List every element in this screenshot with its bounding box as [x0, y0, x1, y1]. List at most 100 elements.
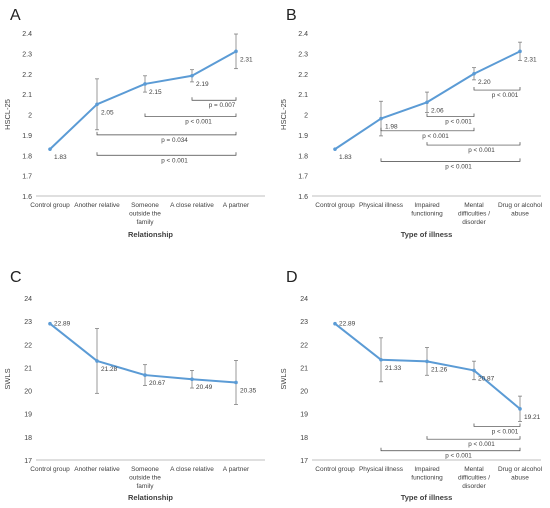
chart-panel-c: C 17 18 19 20 21 22 23 24 SWLS Relationship Control… — [3, 269, 265, 502]
y-tick-label: 1.7 — [22, 174, 32, 181]
y-tick-label: 2 — [28, 113, 32, 120]
y-tick-label: 23 — [24, 319, 32, 326]
data-label: 1.83 — [339, 154, 352, 161]
significance-bracket — [427, 436, 520, 439]
y-tick-label: 18 — [300, 435, 308, 442]
x-tick-label: A close relative — [170, 202, 214, 209]
x-axis-title: Type of illness — [401, 230, 453, 239]
p-value-label: p < 0.001 — [492, 92, 519, 99]
data-point — [190, 377, 194, 381]
data-label: 21.26 — [431, 366, 448, 373]
data-point — [95, 103, 99, 107]
x-tick-label: Drug or alcohol abuse — [498, 466, 543, 482]
significance-bracket — [381, 448, 520, 451]
y-tick-label: 2.3 — [298, 51, 308, 58]
p-value-label: p < 0.001 — [161, 157, 188, 164]
x-axis-title: Relationship — [128, 230, 173, 239]
y-tick-label: 1.8 — [22, 153, 32, 160]
data-label: 22.89 — [54, 321, 71, 328]
significance-bracket — [474, 87, 520, 90]
data-point — [379, 358, 383, 362]
y-tick-label: 1.6 — [298, 194, 308, 201]
data-point — [143, 373, 147, 377]
x-tick-label: Physical illness — [359, 466, 404, 473]
y-tick-label: 2.2 — [22, 72, 32, 79]
x-tick-label: Control group — [315, 466, 355, 473]
data-point — [472, 369, 476, 373]
data-point — [190, 74, 194, 78]
data-point — [425, 100, 429, 104]
y-tick-label: 2.1 — [22, 92, 32, 99]
series-line — [335, 324, 520, 409]
y-tick-label: 20 — [300, 389, 308, 396]
significance-bracket — [381, 158, 520, 161]
y-tick-label: 2.4 — [22, 31, 32, 38]
data-point — [143, 82, 147, 86]
panel-label: B — [286, 7, 297, 24]
p-value-label: p = 0.034 — [161, 137, 188, 144]
y-tick-label: 17 — [24, 458, 32, 465]
y-tick-label: 2.3 — [22, 51, 32, 58]
data-point — [333, 147, 337, 151]
panel-label: D — [286, 269, 298, 286]
data-point — [48, 147, 52, 151]
y-tick-label: 24 — [300, 296, 308, 303]
y-tick-label: 23 — [300, 319, 308, 326]
y-tick-label: 17 — [300, 458, 308, 465]
p-value-label: p < 0.001 — [445, 163, 472, 170]
data-point — [425, 360, 429, 364]
data-label: 20.87 — [478, 375, 495, 382]
data-label: 2.15 — [149, 89, 162, 96]
p-value-label: p < 0.001 — [492, 428, 519, 435]
x-tick-label: Impaired functioning — [411, 202, 443, 218]
p-value-label: p = 0.007 — [209, 102, 236, 109]
y-tick-label: 1.9 — [298, 133, 308, 140]
data-label: 2.06 — [431, 107, 444, 114]
x-tick-label: Control group — [30, 202, 70, 209]
x-tick-label: A partner — [223, 466, 250, 473]
y-axis-title: SWLS — [3, 368, 12, 389]
data-point — [234, 50, 238, 54]
data-label: 19.21 — [524, 414, 541, 421]
data-label: 20.49 — [196, 384, 213, 391]
y-tick-label: 1.6 — [22, 194, 32, 201]
p-value-label: p < 0.001 — [445, 119, 472, 126]
x-axis-title: Relationship — [128, 493, 173, 502]
x-tick-label: Impaired functioning — [411, 466, 443, 482]
significance-bracket — [427, 142, 520, 145]
chart-panel-a: A 1.6 1.7 1.8 1.9 2 2.1 2.2 2.3 2.4 HSCL-25 Relatio… — [3, 7, 265, 239]
chart-panel-b: B 1.6 1.7 1.8 1.9 2 2.1 2.2 2.3 2.4 HSCL-25 Type of… — [279, 7, 543, 239]
y-tick-label: 20 — [24, 389, 32, 396]
y-tick-label: 2.4 — [298, 31, 308, 38]
data-label: 2.20 — [478, 79, 491, 86]
data-label: 2.31 — [240, 56, 253, 63]
data-point — [379, 117, 383, 121]
y-tick-label: 19 — [300, 412, 308, 419]
y-tick-label: 21 — [300, 365, 308, 372]
significance-bracket — [192, 97, 236, 100]
y-tick-label: 1.7 — [298, 174, 308, 181]
x-tick-label: Mental difficulties / disorder — [458, 202, 490, 226]
data-point — [48, 322, 52, 326]
data-label: 2.05 — [101, 109, 114, 116]
p-value-label: p < 0.001 — [468, 147, 495, 154]
data-point — [234, 381, 238, 385]
data-label: 21.28 — [101, 366, 118, 373]
data-label: 1.83 — [54, 154, 67, 161]
panel-label: C — [10, 269, 22, 286]
x-tick-label: Drug or alcohol abuse — [498, 202, 543, 218]
data-label: 20.67 — [149, 380, 166, 387]
p-value-label: p < 0.001 — [422, 133, 449, 140]
data-label: 2.19 — [196, 81, 209, 88]
x-tick-label: Someone outside the family — [129, 466, 161, 490]
chart-panel-d: D1718192021222324SWLSType of illnessCont… — [279, 269, 543, 502]
significance-bracket — [145, 114, 236, 117]
data-point — [472, 72, 476, 76]
data-label: 1.98 — [385, 124, 398, 131]
data-label: 2.31 — [524, 56, 537, 63]
panel-label: A — [10, 7, 21, 24]
data-point — [333, 322, 337, 326]
y-tick-label: 24 — [24, 296, 32, 303]
x-tick-label: A close relative — [170, 466, 214, 473]
